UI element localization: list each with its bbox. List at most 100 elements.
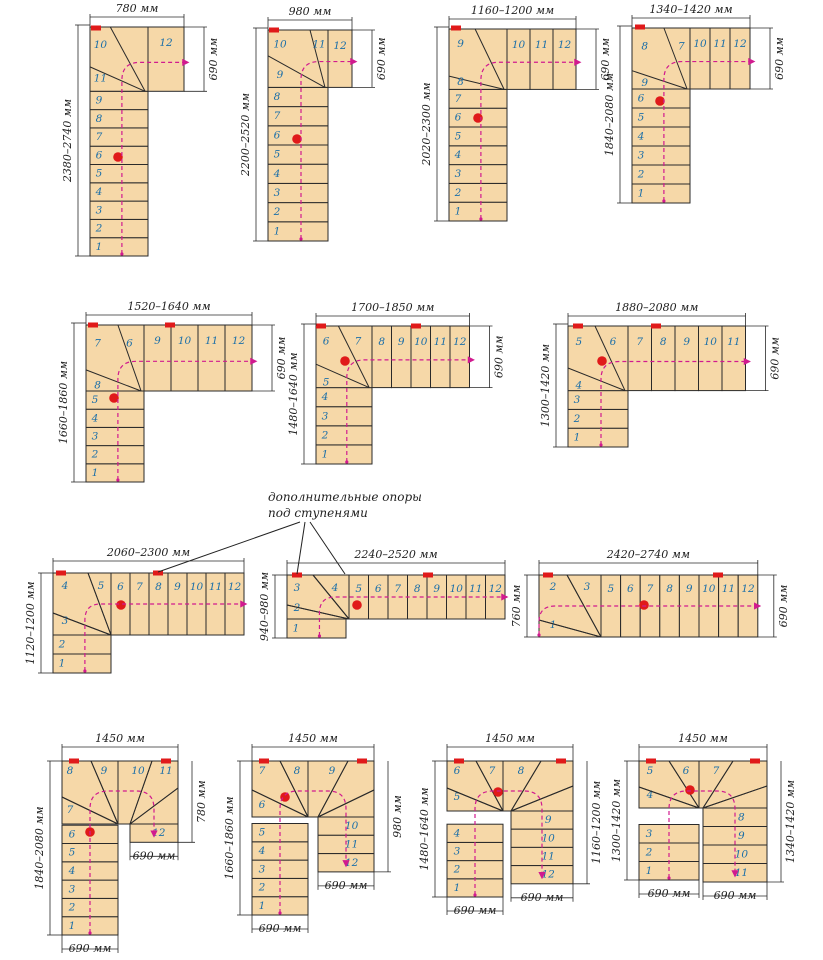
step-number: 11 [542, 851, 555, 863]
step-number: 3 [646, 828, 653, 840]
step-number: 5 [607, 583, 614, 595]
step-number: 1 [96, 241, 103, 253]
step-number: 6 [96, 149, 103, 161]
step-number: 7 [96, 131, 103, 143]
step-number: 1 [646, 865, 653, 877]
start-mark [116, 478, 120, 482]
dimension-label: 1160–1200 мм [590, 781, 603, 864]
step-number: 9 [96, 94, 103, 106]
step-number: 7 [274, 110, 281, 122]
winder-edge [448, 75, 505, 90]
top-run-tread [327, 29, 353, 88]
run-tread [485, 574, 506, 620]
step-number: 12 [542, 869, 556, 881]
support-marker [91, 25, 101, 31]
step-number: 4 [646, 789, 654, 801]
step-number: 12 [733, 38, 747, 50]
winder-edge [337, 325, 370, 388]
dimension-label: 690 мм [133, 849, 176, 862]
top-run-tread [224, 324, 253, 392]
step-number: 4 [331, 582, 339, 594]
dimension-label: 690 мм [773, 37, 786, 80]
dimension-label: 1450 мм [288, 732, 338, 745]
step-number: 12 [232, 335, 246, 347]
step-number: 3 [638, 150, 645, 162]
step-number: 2 [645, 846, 653, 858]
step-number: 8 [274, 91, 281, 103]
support-marker [543, 572, 553, 578]
step-number: 8 [738, 811, 745, 823]
step-number: 9 [433, 583, 440, 595]
step-number: 7 [489, 765, 496, 777]
step-number: 7 [94, 337, 101, 349]
step-number: 12 [228, 581, 242, 593]
step-number: 1 [259, 900, 266, 912]
step-number: 3 [259, 863, 266, 875]
step-number: 2 [637, 169, 645, 181]
step-number: 2 [68, 902, 76, 914]
dimension-label: 690 мм [777, 585, 790, 628]
step-number: 10 [414, 336, 428, 348]
step-number: 9 [686, 583, 693, 595]
step-number: 10 [512, 39, 526, 51]
dimension-label: 690 мм [207, 38, 220, 81]
dimension-label: 690 мм [375, 37, 388, 80]
step-number: 11 [312, 38, 325, 50]
dimension-label: 2060–2300 мм [106, 546, 190, 559]
step-number: 5 [323, 377, 330, 389]
step-number: 4 [453, 827, 461, 839]
step-number: 4 [637, 131, 645, 143]
step-number: 8 [378, 336, 385, 348]
step-number: 5 [647, 765, 654, 777]
step-number: 5 [98, 580, 105, 592]
step-number: 9 [738, 830, 745, 842]
dimension-label: 690 мм [521, 891, 564, 904]
step-number: 8 [666, 583, 673, 595]
support-marker [88, 322, 98, 328]
start-mark [120, 252, 124, 256]
support-marker [713, 572, 723, 578]
step-number: 3 [574, 394, 581, 406]
step-number: 5 [575, 336, 582, 348]
dimension-label: 690 мм [275, 337, 288, 380]
step-number: 6 [117, 581, 124, 593]
step-number: 10 [273, 38, 287, 50]
start-mark [473, 893, 477, 897]
step-number: 6 [259, 799, 266, 811]
step-number: 1 [274, 225, 281, 237]
support-marker [269, 27, 279, 33]
walk-line [84, 600, 248, 671]
walk-line [600, 357, 751, 445]
start-mark [345, 460, 349, 464]
start-mark [299, 237, 303, 241]
winder-edge [566, 574, 602, 638]
step-number: 11 [434, 336, 447, 348]
step-number: 11 [205, 335, 218, 347]
step-number: 10 [702, 583, 716, 595]
winder-edge [117, 324, 142, 392]
landing-dot [116, 600, 126, 610]
winder-edge [510, 760, 542, 812]
step-number: 2 [58, 639, 66, 651]
step-number: 7 [67, 804, 74, 816]
start-mark [662, 199, 666, 203]
step-number: 7 [394, 583, 401, 595]
step-number: 5 [454, 791, 461, 803]
support-marker [573, 323, 583, 329]
dimension-label: 1660–1860 мм [57, 361, 70, 444]
start-mark [667, 876, 671, 880]
winder-edge [87, 572, 112, 636]
dimension-label: 1450 мм [678, 732, 728, 745]
step-number: 10 [450, 583, 464, 595]
dimension-label: 690 мм [454, 904, 497, 917]
start-mark [479, 217, 483, 221]
dimension-label: 1520–1640 мм [127, 300, 210, 313]
step-number: 10 [178, 335, 192, 347]
step-number: 8 [294, 765, 301, 777]
step-number: 3 [69, 883, 76, 895]
